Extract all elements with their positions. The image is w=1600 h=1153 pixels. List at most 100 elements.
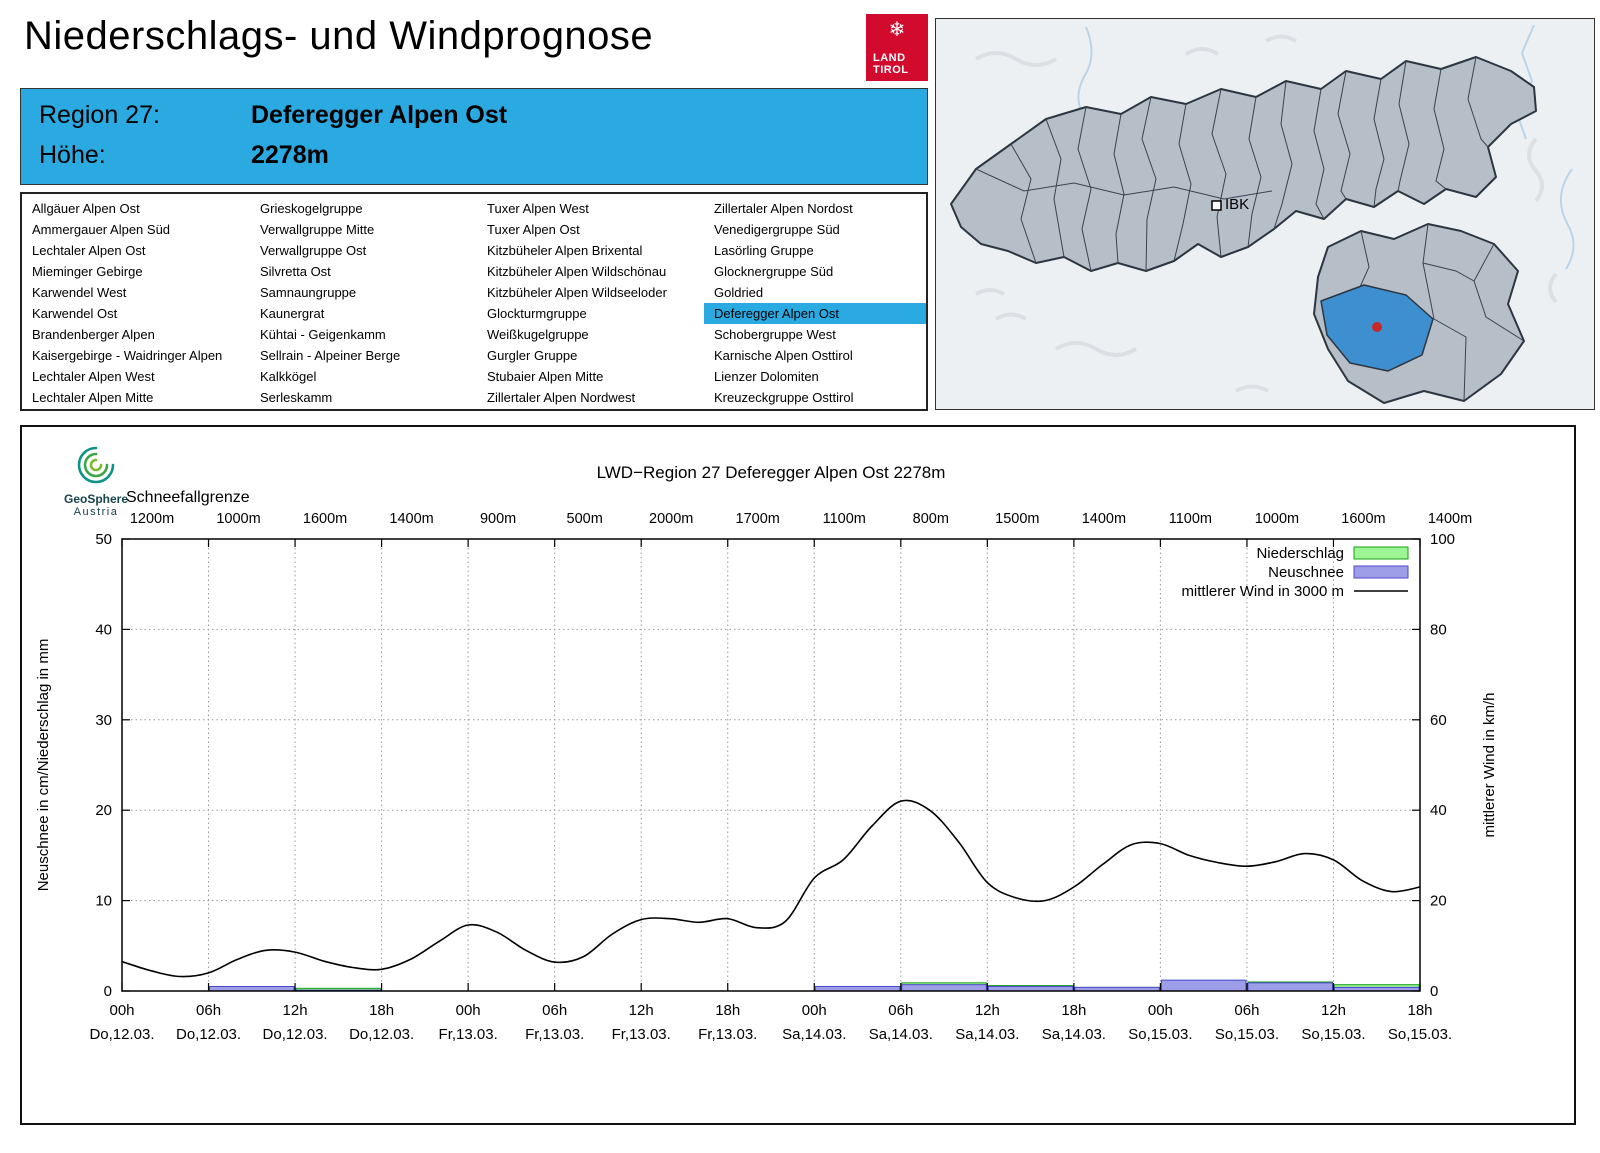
legend-label: mittlerer Wind in 3000 m	[1181, 583, 1344, 600]
snowline-value: 1100m	[822, 511, 866, 527]
x-tick-hour-label: 00h	[802, 1002, 827, 1019]
region-name: Deferegger Alpen Ost	[251, 101, 508, 129]
region-item[interactable]: Mieminger Gebirge	[32, 264, 143, 279]
region-item[interactable]: Karwendel West	[32, 285, 127, 300]
snowline-value: 1600m	[1341, 511, 1386, 527]
x-tick-hour-label: 12h	[1321, 1002, 1346, 1019]
legend-swatch	[1353, 546, 1409, 560]
snowline-value: 1000m	[1254, 511, 1300, 527]
x-tick-hour-label: 00h	[456, 1002, 481, 1019]
x-tick-date-label: Fr,13.03.	[612, 1026, 671, 1043]
ibk-label: IBK	[1225, 196, 1249, 213]
snowflake-icon: ❄	[888, 19, 906, 41]
region-item[interactable]: Kreuzeckgruppe Osttirol	[714, 390, 854, 405]
x-tick-date-label: Sa,14.03.	[1042, 1026, 1106, 1043]
x-tick-date-label: So,15.03.	[1301, 1026, 1365, 1043]
y-axis-label-left: Neuschnee in cm/Niederschlag in mm	[35, 639, 52, 892]
y-tick-right-label: 0	[1430, 983, 1438, 1000]
region-item[interactable]: Lienzer Dolomiten	[714, 369, 819, 384]
region-item[interactable]: Silvretta Ost	[260, 264, 331, 279]
region-item[interactable]: Schobergruppe West	[714, 327, 836, 342]
region-item[interactable]: Zillertaler Alpen Nordwest	[487, 390, 636, 405]
region-item[interactable]: Karwendel Ost	[32, 306, 118, 321]
location-marker-dot	[1372, 322, 1382, 332]
region-label: Region 27:	[39, 101, 160, 129]
snowline-value: 1200m	[129, 511, 175, 527]
region-item[interactable]: Allgäuer Alpen Ost	[32, 201, 140, 216]
x-tick-date-label: Fr,13.03.	[439, 1026, 498, 1043]
neuschnee-bar	[1160, 979, 1247, 992]
snowline-value: 1400m	[389, 511, 434, 527]
snowline-value: 1700m	[735, 511, 780, 527]
logo-line-1: LAND	[873, 52, 906, 64]
region-item[interactable]: Glockturmgruppe	[487, 306, 587, 321]
tirol-map-svg: IBK	[936, 19, 1594, 409]
region-item[interactable]: Venedigergruppe Süd	[714, 222, 840, 237]
region-item[interactable]: Lechtaler Alpen Ost	[32, 243, 146, 258]
land-tirol-logo: ❄ LAND TIROL	[866, 14, 928, 81]
geosphere-logo-icon	[77, 446, 115, 484]
snowline-value: 1500m	[995, 511, 1040, 527]
region-item[interactable]: Lasörling Gruppe	[714, 243, 814, 258]
region-item[interactable]: Kitzbüheler Alpen Brixental	[487, 243, 643, 258]
region-item[interactable]: Kitzbüheler Alpen Wildseeloder	[487, 285, 667, 300]
region-item-selected[interactable]: Deferegger Alpen Ost	[704, 303, 926, 324]
neuschnee-bar	[1247, 982, 1333, 992]
x-tick-hour-label: 06h	[542, 1002, 567, 1019]
region-column-3: Tuxer Alpen West Tuxer Alpen Ost Kitzbühel…	[477, 198, 704, 409]
y-axis-label-right: mittlerer Wind in km/h	[1481, 692, 1498, 837]
region-item[interactable]: Kaunergrat	[260, 306, 325, 321]
forecast-chart-panel: GeoSphere Austria LWD−Region 27 Deferegg…	[20, 425, 1576, 1125]
region-item[interactable]: Lechtaler Alpen Mitte	[32, 390, 154, 405]
y-tick-left-label: 0	[104, 983, 112, 1000]
x-tick-hour-label: 06h	[196, 1002, 221, 1019]
geosphere-sub: Austria	[73, 506, 119, 518]
region-item[interactable]: Glocknergruppe Süd	[714, 264, 834, 279]
region-item[interactable]: Stubaier Alpen Mitte	[487, 369, 604, 384]
snowline-value: 800m	[912, 511, 949, 527]
region-item[interactable]: Samnaungruppe	[260, 285, 357, 300]
region-item[interactable]: Tuxer Alpen Ost	[487, 222, 580, 237]
region-item[interactable]: Weißkugelgruppe	[487, 327, 589, 342]
region-item[interactable]: Lechtaler Alpen West	[32, 369, 155, 384]
region-item[interactable]: Karnische Alpen Osttirol	[714, 348, 853, 363]
x-tick-date-label: Sa,14.03.	[869, 1026, 933, 1043]
region-item[interactable]: Brandenberger Alpen	[32, 327, 155, 342]
forecast-plot: 00h Do,12.03. 06h Do,12.03. 12h Do,12.03. 18h D…	[35, 531, 1498, 1043]
region-item[interactable]: Kaisergebirge - Waidringer Alpen	[32, 348, 223, 363]
region-item[interactable]: Verwallgruppe Mitte	[260, 222, 375, 237]
region-item[interactable]: Kitzbüheler Alpen Wildschönau	[487, 264, 667, 279]
region-column-2: Grieskogelgruppe Verwallgruppe Mitte Verwa…	[250, 198, 477, 409]
region-item[interactable]: Tuxer Alpen West	[487, 201, 589, 216]
region-item[interactable]: Verwallgruppe Ost	[260, 243, 367, 258]
geosphere-logo: GeoSphere Austria	[52, 443, 140, 518]
y-tick-left-label: 50	[95, 531, 112, 548]
region-column-1: Allgäuer Alpen Ost Ammergauer Alpen Süd Le…	[22, 198, 250, 409]
x-tick-hour-label: 18h	[715, 1002, 740, 1019]
tirol-map[interactable]: IBK	[935, 18, 1595, 410]
x-tick-hour-label: 12h	[975, 1002, 1000, 1019]
region-info-box: Region 27: Deferegger Alpen Ost Höhe: 2278…	[20, 88, 928, 185]
y-tick-left-label: 40	[95, 621, 112, 638]
region-item[interactable]: Serleskamm	[260, 390, 333, 405]
region-item[interactable]: Gurgler Gruppe	[487, 348, 578, 363]
region-item[interactable]: Kalkkögel	[260, 369, 317, 384]
region-item[interactable]: Kühtai - Geigenkamm	[260, 327, 386, 342]
x-tick-date-label: Sa,14.03.	[782, 1026, 846, 1043]
region-item[interactable]: Sellrain - Alpeiner Berge	[260, 348, 401, 363]
region-item[interactable]: Zillertaler Alpen Nordost	[714, 201, 853, 216]
geosphere-name: GeoSphere	[63, 492, 129, 506]
legend-label: Neuschnee	[1268, 564, 1344, 581]
x-tick-date-label: Do,12.03.	[89, 1026, 154, 1043]
region-item[interactable]: Goldried	[714, 285, 764, 300]
x-tick-date-label: Fr,13.03.	[698, 1026, 757, 1043]
snowline-value: 2000m	[649, 511, 694, 527]
page-title: Niederschlags- und Windprognose	[24, 14, 654, 58]
region-column-4: Zillertaler Alpen Nordost Venedigergruppe…	[704, 198, 926, 409]
region-item[interactable]: Grieskogelgruppe	[260, 201, 363, 216]
snowline-label: Schneefallgrenze	[126, 489, 250, 506]
region-item[interactable]: Ammergauer Alpen Süd	[32, 222, 171, 237]
neuschnee-bar	[901, 984, 987, 992]
logo-line-2: TIROL	[873, 64, 909, 76]
land-tirol-logo-text: LAND TIROL	[873, 52, 909, 76]
